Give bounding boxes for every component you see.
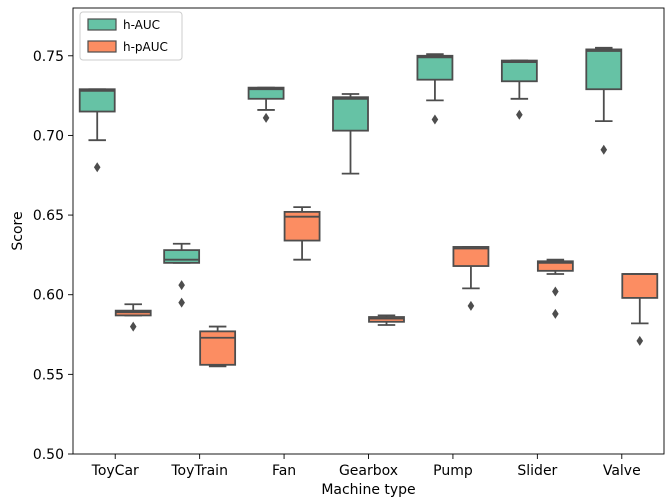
y-tick-label: 0.70 [33,128,64,144]
box-valve-h-auc [585,46,623,155]
plot-frame [72,7,665,455]
x-axis-label: Machine type [321,482,415,498]
box-gearbox-h-auc [332,93,369,175]
outlier-diamond [129,321,137,332]
x-tick-label: Fan [272,463,296,479]
outlier-diamond [178,280,185,291]
box-valve-h-pauc [621,273,659,346]
outlier-diamond [552,308,559,319]
x-tick-label: Gearbox [339,463,398,479]
x-axis: ToyCar ToyTrain Fan Gearbox Pump Slider Valve [91,454,641,479]
y-axis: 0.50 0.55 0.60 0.65 0.70 0.75 [33,49,73,463]
outlier-diamond [600,144,608,155]
x-tick-label: ToyCar [91,463,139,479]
x-tick-label: Pump [433,463,473,479]
box-iqr [536,260,574,272]
box-pump-h-pauc [452,246,490,311]
box-toycar-h-pauc [114,303,152,332]
box-slider-h-pauc [536,258,574,319]
legend: h-AUC h-pAUC [79,11,183,61]
legend-swatch [87,18,117,31]
y-tick-label: 0.75 [33,49,64,65]
box-toycar-h-auc [78,88,116,173]
y-tick-label: 0.60 [33,288,64,304]
box-pump-h-auc [416,53,454,125]
x-tick-label: ToyTrain [170,463,228,479]
y-tick-label: 0.50 [33,447,64,463]
outlier-diamond [636,335,644,346]
box-iqr [78,88,116,113]
y-axis-label: Score [10,211,26,250]
box-slider-h-auc [500,59,538,120]
box-iqr [452,246,490,267]
outlier-diamond [516,109,523,120]
outlier-diamond [552,286,559,297]
box-fan-h-pauc [283,206,321,261]
legend-swatch [87,40,117,53]
box-iqr [500,59,538,83]
outlier-diamond [262,112,270,123]
box-iqr [332,96,369,132]
y-tick-label: 0.55 [33,367,64,383]
box-iqr [163,249,201,264]
box-fan-h-auc [247,86,285,123]
x-tick-label: Valve [603,463,641,479]
box-toytrain-h-auc [163,242,201,308]
outlier-diamond [467,300,475,311]
x-tick-label: Slider [517,463,557,479]
box-iqr [621,273,659,299]
box-toytrain-h-pauc [199,325,237,368]
box-gearbox-h-pauc [368,314,405,326]
box-iqr [416,54,454,81]
legend-label: h-AUC [123,18,160,32]
box-iqr [247,86,285,100]
plot-area [78,46,659,368]
outlier-diamond [93,162,101,173]
box-iqr [585,48,623,91]
legend-label: h-pAUC [123,40,168,54]
outlier-diamond [431,114,439,125]
outlier-diamond [178,297,185,308]
box-iqr [199,330,237,366]
y-tick-label: 0.65 [33,208,64,224]
